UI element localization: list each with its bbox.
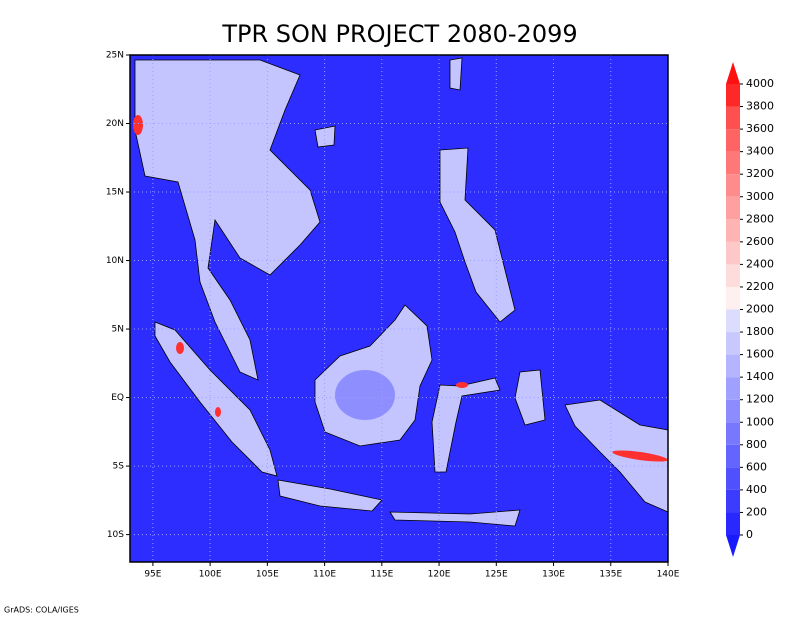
- x-tick-label: 100E: [199, 570, 222, 580]
- footer: GrADS: COLA/IGES: [4, 606, 79, 615]
- colorbar-label: 1000: [746, 415, 774, 428]
- colorbar-label: 2800: [746, 212, 774, 225]
- colorbar-label: 1600: [746, 348, 774, 361]
- y-tick-label: 15N: [106, 188, 124, 198]
- colorbar-label: 2200: [746, 280, 774, 293]
- y-tick-label: EQ: [111, 393, 124, 403]
- colorbar-label: 3800: [746, 100, 774, 113]
- colorbar-label: 1200: [746, 393, 774, 406]
- colorbar: 0 200 400 600 800 1000 1200 1400 1600 1800 2000 220…: [726, 62, 774, 557]
- y-tick-label: 10S: [107, 530, 124, 540]
- x-tick-label: 140E: [657, 570, 680, 580]
- lesser-sunda: [389, 509, 521, 527]
- y-tick-label: 20N: [106, 119, 124, 129]
- colorbar-bin: [726, 399, 740, 423]
- colorbar-label: 200: [746, 505, 767, 518]
- hotspot: [176, 342, 184, 354]
- colorbar-bin: [726, 444, 740, 468]
- hotspot: [215, 407, 221, 417]
- colorbar-bin: [726, 129, 740, 152]
- x-tick-label: 120E: [428, 570, 451, 580]
- colorbar-bin: [726, 467, 740, 490]
- colorbar-bin: [726, 84, 740, 107]
- taiwan: [449, 57, 463, 91]
- colorbar-label: 4000: [746, 77, 774, 90]
- colorbar-bin: [726, 377, 740, 400]
- new-guinea: [564, 399, 669, 513]
- colorbar-label: 400: [746, 483, 767, 496]
- title: TPR SON PROJECT 2080-2099: [221, 20, 577, 48]
- colorbar-label: 0: [746, 528, 753, 541]
- colorbar-label: 3400: [746, 145, 774, 158]
- colorbar-label: 600: [746, 460, 767, 473]
- y-tick-label: 5N: [112, 325, 124, 335]
- x-tick-label: 115E: [370, 570, 393, 580]
- colorbar-bin: [726, 264, 740, 287]
- colorbar-bin: [726, 174, 740, 197]
- colorbar-bin: [726, 512, 740, 535]
- y-tick-label: 10N: [106, 256, 124, 266]
- sulawesi: [431, 377, 501, 473]
- mainland-asia: [134, 59, 321, 381]
- colorbar-label: 2000: [746, 303, 774, 316]
- colorbar-bin: [726, 422, 740, 445]
- landmasses: [133, 57, 669, 527]
- colorbar-label: 3000: [746, 190, 774, 203]
- x-tick-label: 105E: [256, 570, 279, 580]
- map-frame: [129, 54, 669, 563]
- hotspot: [133, 115, 143, 135]
- philippines: [439, 147, 516, 323]
- colorbar-label: 1800: [746, 325, 774, 338]
- x-tick-label: 125E: [485, 570, 508, 580]
- colorbar-label: 2600: [746, 235, 774, 248]
- hotspot: [456, 382, 468, 388]
- hainan: [314, 125, 336, 148]
- colorbar-label: 800: [746, 438, 767, 451]
- colorbar-label: 1400: [746, 370, 774, 383]
- y-tick-label: 25N: [106, 51, 124, 61]
- colorbar-bin: [726, 332, 740, 355]
- colorbar-bin: [726, 489, 740, 513]
- colorbar-label: 2400: [746, 257, 774, 270]
- colorbar-bin: [726, 151, 740, 175]
- colorbar-bin: [726, 241, 740, 265]
- colorbar-bin: [726, 354, 740, 378]
- interior-shade: [335, 370, 395, 420]
- colorbar-label: 3600: [746, 122, 774, 135]
- x-tick-label: 135E: [599, 570, 622, 580]
- colorbar-arrow-high: [726, 62, 740, 84]
- colorbar-bin: [726, 219, 740, 242]
- colorbar-bin: [726, 106, 740, 130]
- colorbar-bin: [726, 196, 740, 220]
- x-tick-label: 110E: [313, 570, 336, 580]
- colorbar-label: 3200: [746, 167, 774, 180]
- colorbar-arrow-low: [726, 535, 740, 557]
- colorbar-bin: [726, 309, 740, 333]
- java: [277, 479, 383, 512]
- sumatra: [154, 321, 278, 477]
- y-tick-label: 5S: [113, 462, 125, 472]
- x-tick-label: 130E: [542, 570, 565, 580]
- hotspot: [612, 450, 668, 462]
- colorbar-bin: [726, 286, 740, 310]
- x-tick-label: 95E: [144, 570, 161, 580]
